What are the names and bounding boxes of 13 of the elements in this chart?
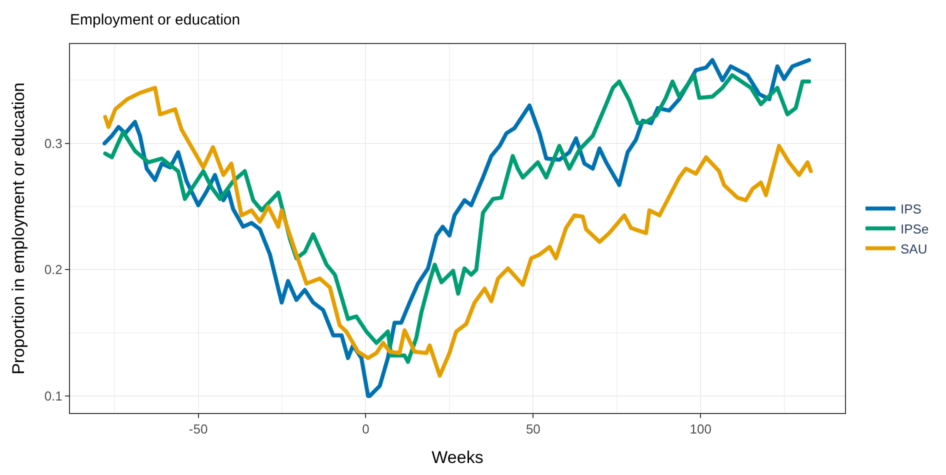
x-tick-label: -50 (188, 422, 208, 437)
y-tick-label: 0.1 (44, 388, 62, 404)
legend-label: IPSe (900, 221, 929, 236)
x-axis-title: Weeks (432, 448, 484, 467)
legend-label: IPS (900, 202, 922, 217)
x-tick-label: 0 (362, 422, 370, 437)
chart-title: Employment or education (70, 12, 240, 28)
legend-label: SAU (900, 241, 928, 256)
y-axis-title: Proportion in employment or education (8, 82, 28, 374)
y-tick-label: 0.3 (44, 136, 62, 151)
y-tick-label: 0.2 (44, 262, 62, 278)
x-tick-label: 100 (690, 422, 712, 437)
x-tick-label: 50 (526, 422, 540, 437)
